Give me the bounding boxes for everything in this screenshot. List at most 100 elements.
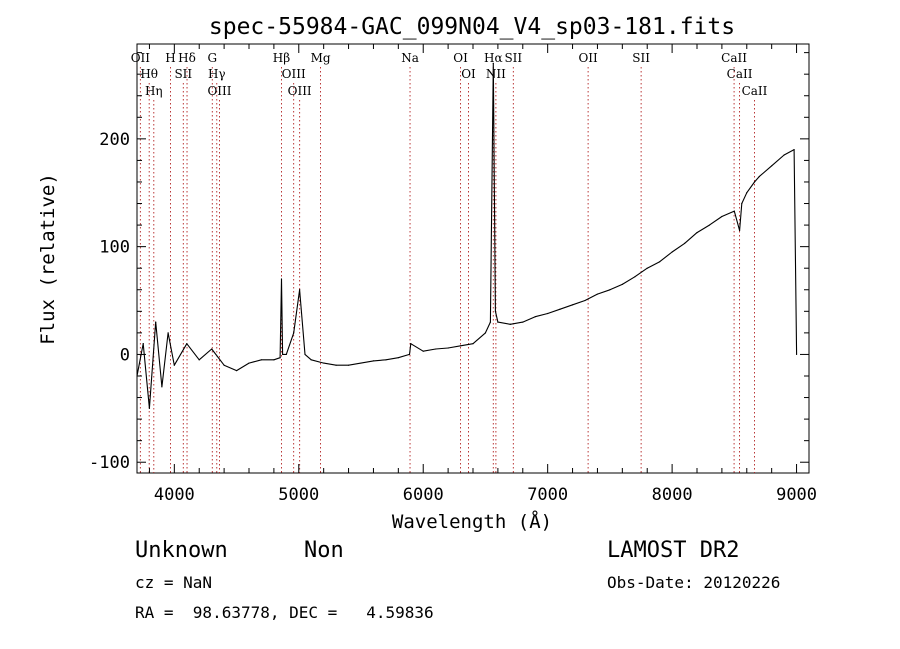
spectrum-point: [211, 348, 213, 350]
obs-date-text: Obs-Date: 20120226: [607, 573, 781, 592]
object-class: Unknown: [135, 538, 228, 563]
line-marker-label: H: [165, 51, 175, 65]
spectrum-point: [282, 353, 284, 356]
coordinates-text: RA = 98.63778, DEC = 4.59836: [135, 603, 434, 622]
spectrum-point: [459, 345, 462, 347]
spectrum-point: [136, 375, 138, 377]
spectrum-point: [410, 343, 412, 345]
spectrum-point: [347, 364, 350, 366]
line-marker-label: Hη: [145, 84, 163, 98]
spectrum-line: [136, 62, 798, 409]
spectrum-point: [753, 181, 756, 183]
spectrum-point: [696, 232, 698, 234]
x-axis-label: Wavelength (Å): [392, 510, 552, 533]
spectrum-series: [136, 62, 798, 409]
line-marker-label: SII: [632, 51, 650, 65]
x-tick-label: 9000: [776, 485, 817, 505]
spectrum-point: [248, 362, 250, 364]
line-marker-label: G: [207, 51, 217, 65]
spectrum-point: [509, 323, 511, 325]
spectrum-point: [783, 154, 785, 156]
spectrum-point: [235, 370, 238, 372]
line-marker-label: OI: [453, 51, 468, 65]
line-marker-label: Mg: [311, 51, 331, 65]
spectrum-point: [741, 202, 743, 205]
spectrum-point: [167, 332, 169, 334]
spectrum-point: [534, 316, 536, 318]
spectrum-point: [559, 308, 561, 310]
spectrum-point: [372, 360, 375, 362]
line-marker-label: Hδ: [178, 51, 196, 65]
spectrum-point: [148, 407, 151, 409]
spectrum-point: [634, 276, 636, 278]
x-axis: 4000 5000 6000 7000 8000 9000: [148, 44, 817, 505]
line-marker-label: Hα: [484, 51, 503, 65]
survey-name: LAMOST DR2: [607, 538, 740, 563]
spectrum-point: [223, 364, 225, 366]
line-marker-label: CaII: [727, 67, 753, 81]
spectrum-point: [472, 343, 474, 345]
spectrum-point: [547, 312, 549, 315]
spectrum-point: [683, 242, 686, 245]
x-tick-label: 8000: [652, 485, 693, 505]
line-marker-label: OIII: [288, 84, 312, 98]
spectrum-point: [492, 62, 494, 65]
spectrum-point: [484, 332, 487, 334]
spectrum-point: [323, 362, 325, 364]
spectrum-point: [584, 299, 586, 302]
spectrum-point: [285, 353, 287, 356]
spectrum-point: [793, 149, 795, 151]
spectrum-point: [385, 359, 387, 361]
spectrum-point: [161, 386, 163, 388]
object-subclass: Non: [304, 538, 344, 563]
spectrum-point: [489, 321, 492, 323]
spectrum-point: [397, 357, 399, 359]
y-axis-label: Flux (relative): [37, 173, 59, 345]
line-marker-label: OII: [131, 51, 151, 65]
spectrum-point: [659, 261, 661, 263]
spectrum-point: [142, 343, 144, 345]
spectrum-point: [758, 175, 760, 178]
spectrum-point: [155, 321, 157, 323]
spectrum-point: [708, 224, 711, 226]
spectrum-point: [173, 364, 175, 366]
line-marker-label: OI: [461, 67, 476, 81]
spectrum-point: [408, 353, 411, 356]
spectrum-point: [299, 289, 301, 291]
line-marker-label: SII: [174, 67, 192, 81]
line-marker-label: SII: [504, 51, 522, 65]
chart-title: spec-55984-GAC_099N04_V4_sp03-181.fits: [209, 14, 735, 40]
y-tick-label: 100: [99, 238, 130, 258]
spectrum-point: [571, 304, 574, 306]
y-tick-label: 0: [120, 345, 130, 365]
line-marker-label: OIII: [282, 67, 306, 81]
spectral-line-markers: Hθ OII Hη H SII Hδ Hγ G OIII OIII Hβ OIII Mg Na OI OI Hα…: [131, 51, 768, 473]
spectrum-point: [621, 283, 623, 285]
line-marker-label: Hγ: [208, 67, 226, 81]
spectrum-point: [335, 364, 337, 366]
line-marker-label: NII: [486, 67, 506, 81]
y-tick-label: -100: [89, 453, 130, 473]
spectrum-point: [360, 362, 362, 364]
spectrum-point: [279, 357, 281, 359]
spectrum-point: [497, 321, 499, 323]
y-tick-label: 200: [99, 130, 130, 150]
redshift-text: cz = NaN: [135, 573, 213, 592]
spectrum-point: [304, 353, 306, 356]
x-tick-label: 5000: [278, 485, 319, 505]
spectrum-point: [671, 251, 673, 253]
spectrum-point: [435, 348, 437, 350]
x-tick-label: 7000: [527, 485, 568, 505]
y-axis: -100 0 100 200: [89, 52, 809, 473]
spectrum-point: [771, 165, 773, 167]
spectrum-point: [422, 350, 424, 352]
plot-frame: [136, 43, 810, 474]
spectrum-point: [609, 289, 611, 291]
line-marker-label: Hθ: [140, 67, 158, 81]
spectrum-point: [260, 359, 263, 361]
line-marker-label: OIII: [207, 84, 231, 98]
spectrum-point: [198, 359, 200, 361]
spectrum-point: [293, 332, 295, 334]
spectrum-point: [738, 229, 741, 232]
